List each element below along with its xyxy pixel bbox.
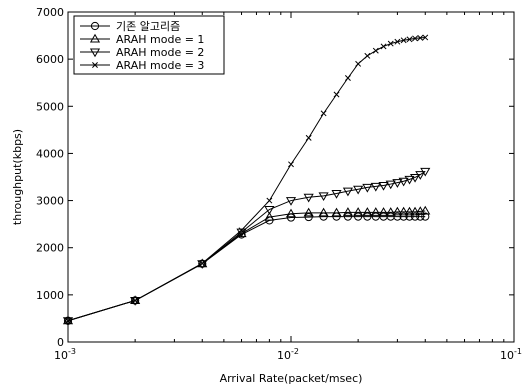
legend-label: ARAH mode = 1 <box>116 33 204 46</box>
y-tick-label: 2000 <box>36 242 64 255</box>
y-tick-label: 7000 <box>36 6 64 19</box>
y-tick-label: 1000 <box>36 289 64 302</box>
y-tick-label: 0 <box>57 336 64 349</box>
legend-label: ARAH mode = 3 <box>116 59 204 72</box>
y-tick-label: 6000 <box>36 53 64 66</box>
legend-label: ARAH mode = 2 <box>116 46 204 59</box>
y-tick-label: 5000 <box>36 100 64 113</box>
legend-label: 기존 알고리즘 <box>116 19 180 33</box>
y-tick-label: 4000 <box>36 147 64 160</box>
x-axis-label: Arrival Rate(packet/msec) <box>220 372 363 385</box>
y-tick-label: 3000 <box>36 195 64 208</box>
y-axis-label: throughput(kbps) <box>11 129 24 225</box>
